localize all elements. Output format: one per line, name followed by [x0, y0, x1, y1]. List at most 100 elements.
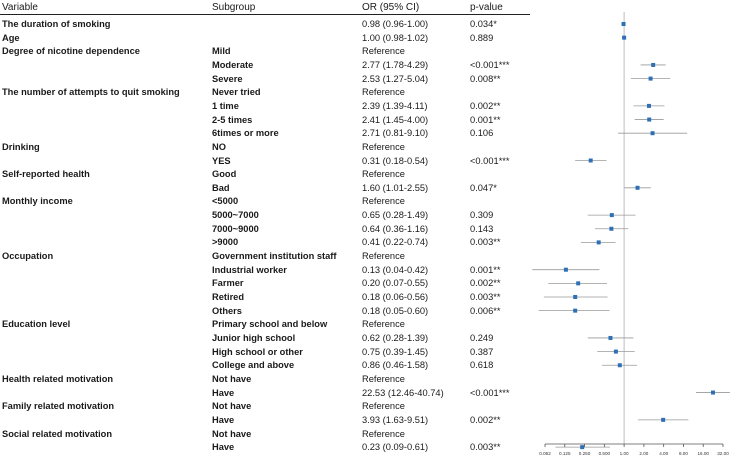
row-23-subgroup: Junior high school [212, 332, 296, 343]
row-28-variable: Family related motivation [2, 401, 115, 412]
point-row-24 [613, 349, 618, 354]
point-row-16 [596, 240, 601, 245]
row-27-p: <0.001*** [470, 387, 510, 398]
row-10-or-text: 0.31 (0.18-0.54) [362, 155, 429, 166]
row-24-or-text: 0.75 (0.39-1.45) [362, 346, 429, 357]
row-4-subgroup: Severe [212, 73, 243, 84]
row-13-subgroup: <5000 [212, 196, 239, 207]
row-16-or-text: 0.41 (0.22-0.74) [362, 237, 429, 248]
header-p: p-value [470, 2, 503, 13]
row-0-variable: The duration of smoking [2, 19, 111, 29]
point-row-27 [710, 390, 715, 395]
row-18-or-text: 0.13 (0.04-0.42) [362, 264, 429, 275]
row-9-variable: Drinking [2, 141, 40, 152]
point-row-3 [651, 62, 656, 67]
point-row-6 [646, 103, 651, 108]
row-5-subgroup: Never tried [212, 87, 261, 98]
row-6-subgroup: 1 time [212, 100, 239, 111]
row-14-subgroup: 5000~7000 [212, 210, 259, 221]
row-29-subgroup: Have [212, 414, 235, 425]
row-8-p: 0.106 [470, 128, 494, 139]
row-26-or-text: Reference [362, 373, 405, 384]
row-31-p: 0.003** [470, 442, 501, 453]
x-tick-label-4: 1.00 [620, 451, 629, 456]
row-2-variable: Degree of nicotine dependence [2, 46, 140, 57]
row-31-or-text: 0.23 (0.09-0.61) [362, 442, 429, 453]
row-20-p: 0.003** [470, 292, 501, 302]
row-6-or-text: 2.39 (1.39-4.11) [362, 100, 428, 111]
row-10-p: <0.001*** [470, 155, 510, 166]
point-row-15 [609, 226, 614, 231]
row-3-subgroup: Moderate [212, 59, 254, 70]
row-0-p: 0.034* [470, 19, 497, 29]
point-row-7 [647, 117, 652, 122]
point-row-4 [648, 76, 653, 81]
point-row-14 [609, 213, 614, 218]
row-7-or-text: 2.41 (1.45-4.00) [362, 114, 429, 125]
row-26-variable: Health related motivation [2, 373, 114, 384]
point-row-29 [661, 417, 666, 422]
row-25-or-text: 0.86 (0.46-1.58) [362, 360, 429, 371]
row-8-subgroup: 6times or more [212, 128, 279, 139]
row-21-subgroup: Others [212, 305, 242, 316]
row-26-subgroup: Not have [212, 373, 252, 384]
point-row-1 [622, 35, 627, 40]
row-22-subgroup: Primary school and below [212, 319, 328, 330]
row-27-or-text: 22.53 (12.46-40.74) [362, 387, 444, 398]
row-20-subgroup: Retired [212, 292, 245, 302]
row-31-subgroup: Have [212, 442, 235, 453]
header-variable: Variable [2, 2, 38, 13]
row-11-subgroup: Good [212, 169, 237, 180]
x-tick-label-0: 0.062 [539, 451, 551, 456]
row-25-subgroup: College and above [212, 360, 295, 371]
row-3-or-text: 2.77 (1.78-4.29) [362, 59, 429, 70]
row-12-p: 0.047* [470, 182, 497, 193]
row-15-or-text: 0.64 (0.36-1.16) [362, 223, 429, 234]
point-row-21 [573, 308, 578, 313]
point-row-19 [576, 281, 581, 286]
x-tick-label-7: 8.00 [679, 451, 688, 456]
row-28-or-text: Reference [362, 401, 405, 412]
row-22-or-text: Reference [362, 319, 405, 330]
row-14-p: 0.309 [470, 210, 494, 221]
row-30-variable: Social related motivation [2, 428, 113, 439]
row-23-p: 0.249 [470, 332, 494, 343]
row-15-subgroup: 7000~9000 [212, 223, 259, 234]
row-3-p: <0.001*** [470, 59, 510, 70]
row-15-p: 0.143 [470, 223, 494, 234]
row-21-or-text: 0.18 (0.05-0.60) [362, 305, 429, 316]
row-7-subgroup: 2-5 times [212, 114, 253, 125]
row-10-subgroup: YES [212, 155, 231, 166]
point-row-23 [608, 335, 613, 340]
row-24-p: 0.387 [470, 346, 494, 357]
x-tick-label-5: 2.00 [639, 451, 648, 456]
row-7-p: 0.001** [470, 114, 501, 125]
row-12-subgroup: Bad [212, 182, 230, 193]
row-21-p: 0.006** [470, 305, 501, 316]
point-row-8 [650, 131, 655, 136]
row-9-or-text: Reference [362, 141, 405, 152]
row-1-or-text: 1.00 (0.98-1.02) [362, 32, 429, 43]
row-17-or-text: Reference [362, 251, 405, 262]
row-0-or-text: 0.98 (0.96-1.00) [362, 19, 429, 29]
row-19-p: 0.002** [470, 278, 501, 289]
row-17-subgroup: Government institution staff [212, 251, 337, 262]
point-row-10 [588, 158, 593, 163]
row-13-variable: Monthly income [2, 196, 73, 207]
row-19-or-text: 0.20 (0.07-0.55) [362, 278, 429, 289]
x-tick-label-3: 0.500 [599, 451, 611, 456]
header-subgroup: Subgroup [212, 2, 256, 13]
row-4-or-text: 2.53 (1.27-5.04) [362, 73, 429, 84]
header-or: OR (95% CI) [362, 2, 420, 13]
point-row-25 [617, 363, 622, 368]
row-20-or-text: 0.18 (0.06-0.56) [362, 292, 429, 302]
row-6-p: 0.002** [470, 100, 501, 111]
row-22-variable: Education level [2, 319, 71, 330]
row-14-or-text: 0.65 (0.28-1.49) [362, 210, 429, 221]
x-tick-label-8: 16.00 [697, 451, 709, 456]
row-19-subgroup: Farmer [212, 278, 244, 289]
row-24-subgroup: High school or other [212, 346, 303, 357]
row-16-subgroup: >9000 [212, 237, 239, 248]
row-30-subgroup: Not have [212, 428, 252, 439]
